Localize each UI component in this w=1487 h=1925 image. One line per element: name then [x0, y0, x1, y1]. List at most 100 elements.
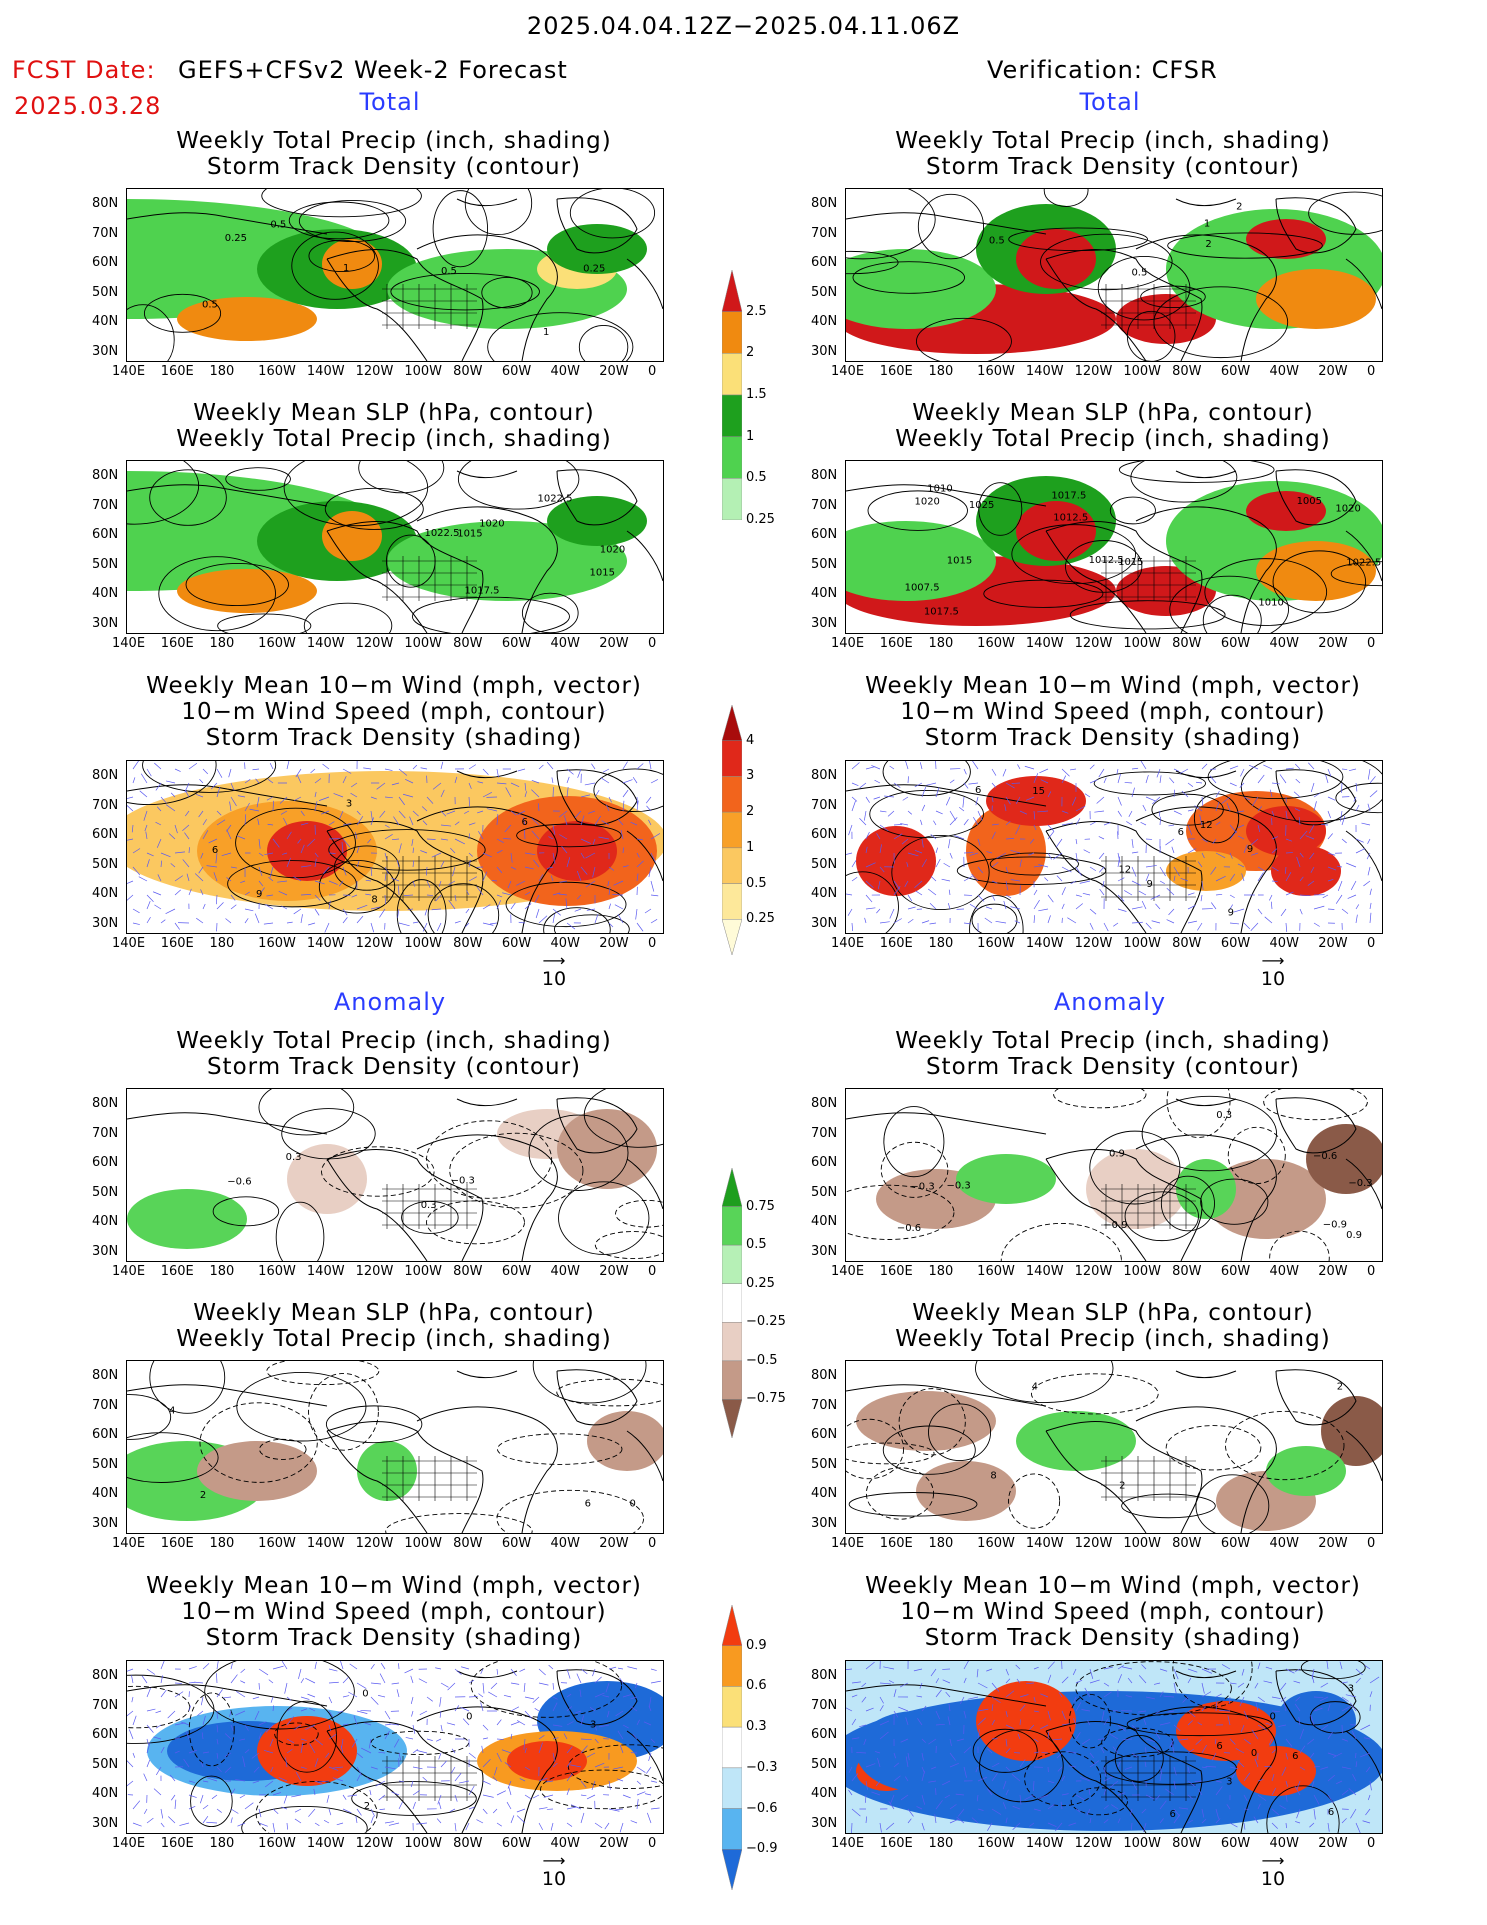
vector-reference-arrow: ⟶ [1261, 1851, 1285, 1870]
wind-vector [468, 1806, 475, 1810]
wind-vector [963, 1746, 972, 1754]
contour-label: 0.3 [1216, 1110, 1232, 1121]
wind-vector [1178, 1807, 1189, 1810]
wind-vector [1182, 1696, 1189, 1703]
wind-vector [646, 805, 652, 812]
wind-vector [155, 782, 162, 791]
wind-vector [594, 1676, 602, 1684]
wind-vector [153, 1736, 162, 1740]
wind-vector [342, 1676, 349, 1684]
wind-vector [154, 762, 162, 770]
wind-vector [635, 908, 638, 920]
wind-vector [1294, 1785, 1301, 1796]
lon-tick-label: 120W [355, 936, 394, 951]
wind-vector [1237, 1682, 1245, 1688]
wind-vector [1163, 1695, 1175, 1698]
wind-vector [370, 922, 375, 933]
wind-vector [552, 1702, 558, 1712]
contour-line [127, 1674, 215, 1744]
wind-vector [1047, 1804, 1055, 1810]
wind-vector [198, 866, 204, 874]
wind-vector [865, 846, 868, 854]
wind-vector [519, 1668, 526, 1672]
wind-vector [1098, 836, 1105, 840]
wind-vector [1355, 782, 1358, 792]
wind-vector [1229, 782, 1237, 787]
wind-vector [300, 844, 305, 854]
contour-line [328, 829, 486, 871]
coastline [626, 530, 663, 582]
period-title: 2025.04.04.12Z−2025.04.11.06Z [526, 12, 961, 40]
contour-line [883, 1106, 945, 1178]
wind-vector [900, 1738, 909, 1743]
lon-tick-label: 140W [1025, 1264, 1064, 1279]
wind-vector [1083, 849, 1091, 854]
contour-line [528, 1114, 629, 1191]
wind-vector [1187, 892, 1195, 896]
wind-vector [1308, 762, 1315, 770]
wind-vector [328, 1668, 338, 1672]
wind-vector [342, 768, 352, 774]
lon-tick-label: 40W [550, 1264, 580, 1279]
wind-vector [1187, 848, 1197, 854]
wind-vector [282, 852, 288, 855]
wind-vector [944, 1794, 951, 1799]
wind-vector [538, 1777, 548, 1782]
wind-vector [1237, 1760, 1245, 1768]
colorbar-label: 0.6 [746, 1678, 767, 1694]
wind-vector [921, 1738, 926, 1743]
wind-vector [517, 768, 526, 772]
lon-tick-label: 80W [453, 1264, 483, 1279]
wind-vector [1237, 824, 1245, 829]
wind-vector [592, 838, 596, 845]
wind-vector [1265, 1666, 1273, 1670]
colorbar-label: 0.25 [746, 512, 775, 527]
coastline [1345, 1730, 1382, 1782]
coastline [1345, 530, 1382, 582]
wind-vector [235, 1779, 246, 1782]
wind-vector [921, 1770, 926, 1782]
wind-vector [1241, 873, 1245, 882]
wind-vector [608, 1808, 620, 1812]
wind-vector [524, 791, 528, 798]
wind-vector [1033, 773, 1039, 784]
contour-label: 1 [1204, 219, 1210, 230]
wind-vector [230, 1724, 234, 1731]
wind-vector [1187, 1748, 1194, 1754]
wind-vector [648, 1752, 652, 1762]
wind-vector [210, 782, 218, 790]
wind-vector [566, 857, 571, 868]
contour-label: 0.25 [225, 233, 247, 244]
wind-vector [440, 824, 452, 827]
lat-tick-label: 80N [811, 1668, 838, 1683]
lon-tick-label: 0 [1367, 1536, 1376, 1551]
wind-vector [538, 1807, 548, 1810]
coastline [556, 469, 638, 526]
wind-vector [202, 1780, 209, 1783]
lon-tick-label: 20W [1318, 364, 1348, 379]
wind-vector [1369, 776, 1376, 784]
wind-vector [314, 801, 318, 812]
wind-vector [1047, 1780, 1055, 1784]
wind-vector [523, 1682, 526, 1692]
wind-vector [928, 1780, 937, 1783]
wind-vector [1054, 1822, 1063, 1832]
wind-vector [865, 862, 876, 868]
coastline [846, 784, 1047, 807]
wind-vector [300, 822, 309, 826]
wind-vector [300, 810, 305, 817]
wind-vector [356, 1774, 361, 1782]
contour-line [1200, 1178, 1269, 1225]
wind-vector [215, 894, 218, 905]
wind-vector [127, 1780, 134, 1787]
wind-vector [879, 1731, 889, 1740]
wind-vector [893, 782, 901, 788]
wind-vector [1103, 1819, 1109, 1824]
wind-vector [356, 904, 368, 910]
wind-vector [364, 1722, 372, 1726]
wind-vector [419, 1710, 428, 1716]
wind-vector [1159, 1722, 1171, 1726]
lat-tick-label: 30N [811, 1515, 838, 1531]
contour-line [543, 907, 611, 933]
wind-vector [1197, 861, 1203, 868]
